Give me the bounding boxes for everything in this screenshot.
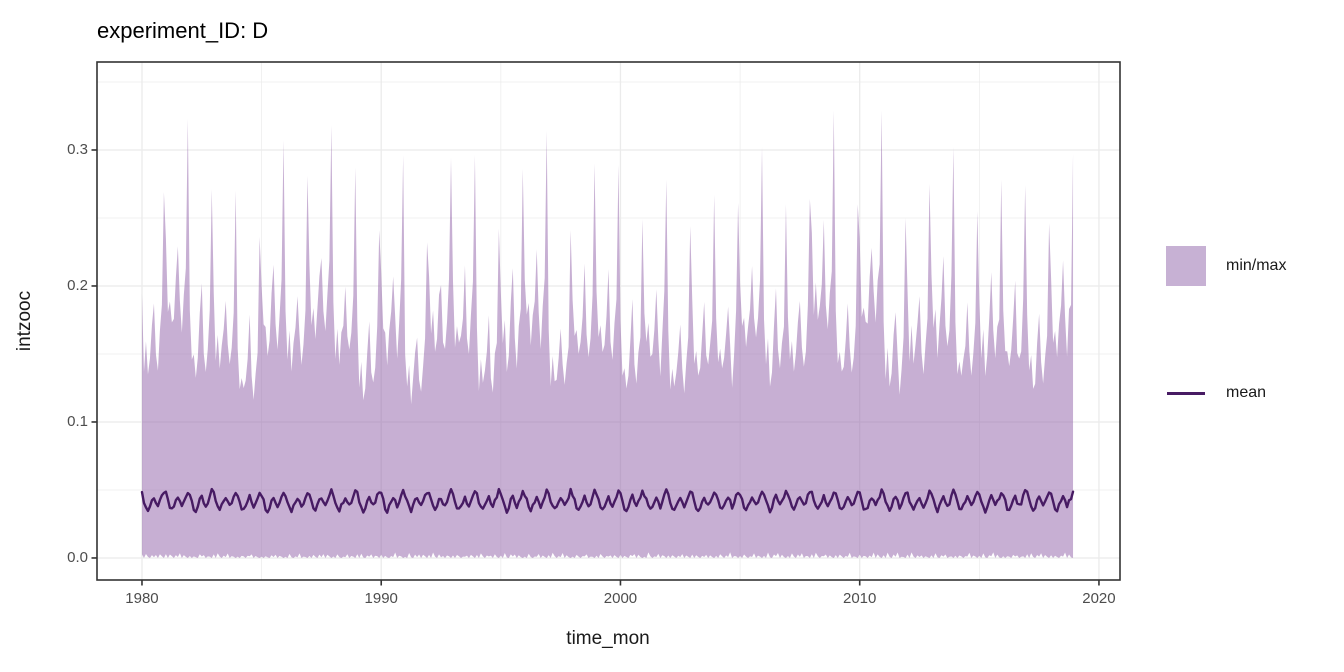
legend-entry-minmax: min/max: [1166, 246, 1286, 286]
mean-line-icon: [1166, 373, 1206, 413]
y-tick-label: 0.3: [67, 140, 88, 158]
x-tick-label: 2010: [843, 590, 877, 607]
x-tick-label: 1980: [125, 590, 159, 607]
plot-title: experiment_ID: D: [97, 18, 269, 43]
legend-entry-mean: mean: [1166, 373, 1266, 413]
y-tick-label: 0.2: [67, 276, 88, 294]
minmax-swatch-icon: [1166, 246, 1206, 286]
x-tick-label: 2000: [603, 590, 638, 607]
x-tick-label: 2020: [1082, 590, 1116, 607]
y-tick-label: 0.1: [67, 412, 88, 430]
x-tick-label: 1990: [364, 590, 398, 607]
y-axis-title: intzooc: [14, 290, 35, 352]
legend-label-mean: mean: [1226, 384, 1267, 401]
x-axis-title: time_mon: [566, 628, 650, 649]
legend-label-minmax: min/max: [1226, 257, 1287, 274]
y-tick-label: 0.0: [67, 548, 88, 566]
